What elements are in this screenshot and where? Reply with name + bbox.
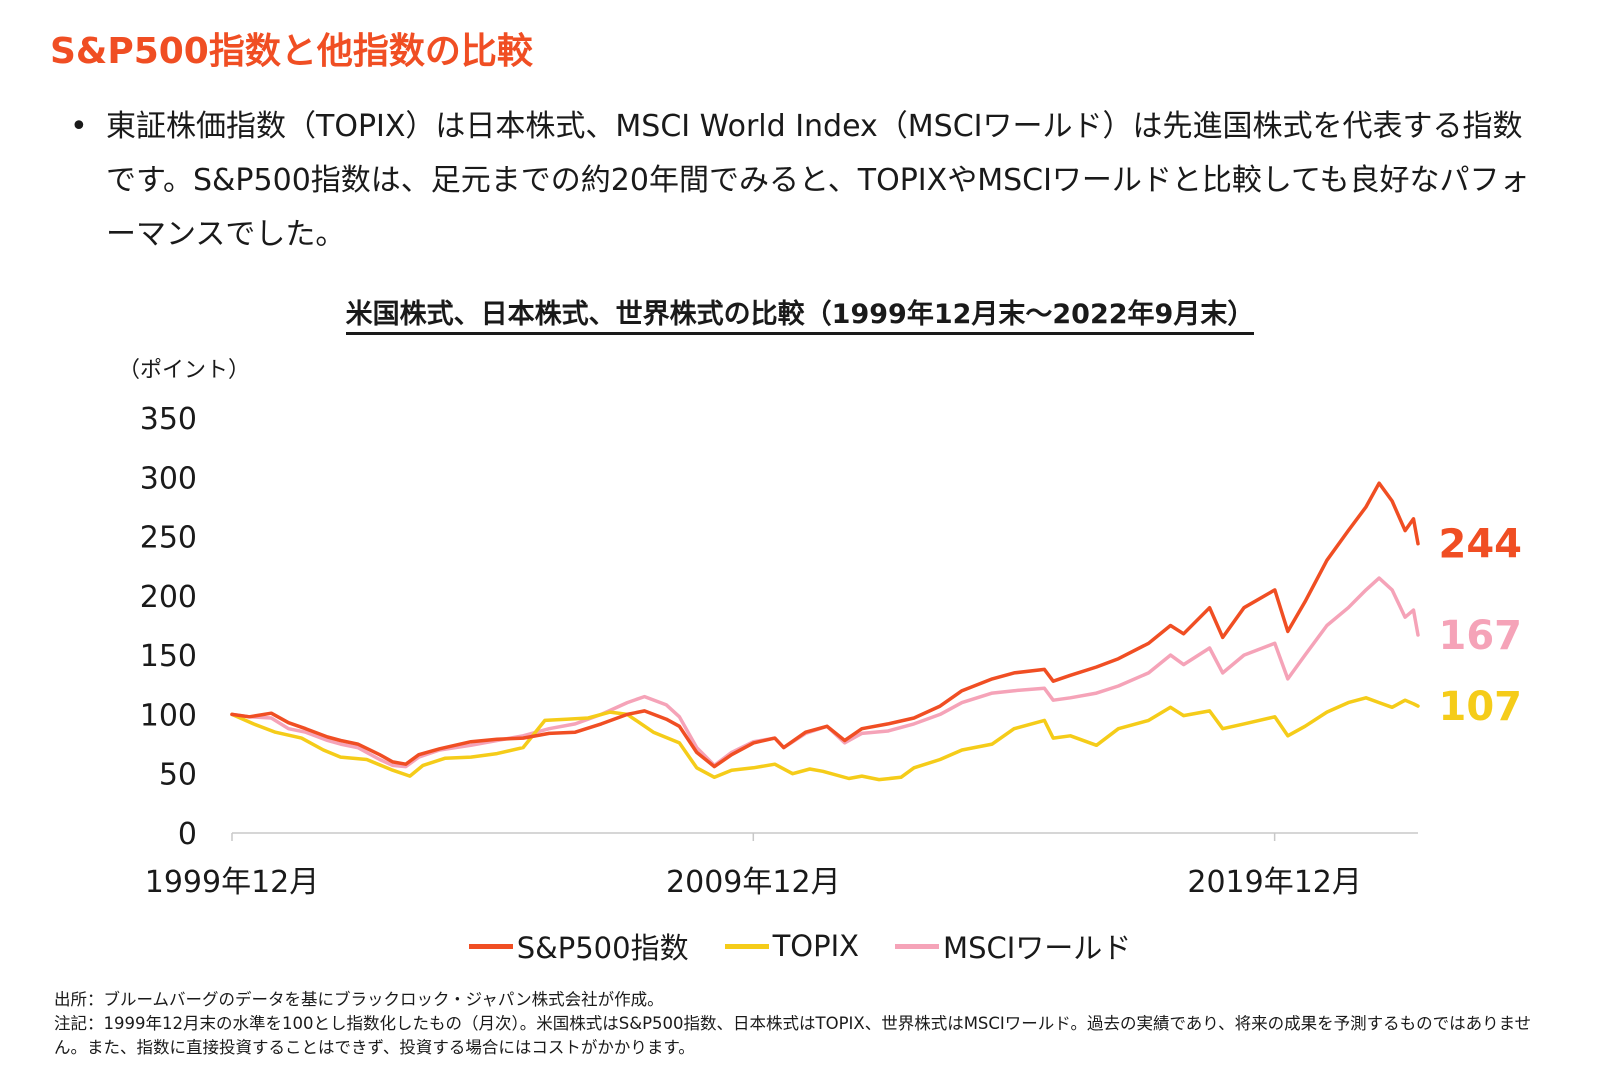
- bullet-marker: •: [70, 109, 88, 144]
- page-title: S&P500指数と他指数の比較: [50, 31, 533, 72]
- legend-label-sp500: S&P500指数: [516, 931, 689, 965]
- legend-swatch-topix: [724, 943, 769, 949]
- summary-text: 東証株価指数（TOPIX）は日本株式、MSCI World Index（MSCI…: [106, 109, 1530, 252]
- y-tick-label: 250: [140, 521, 197, 556]
- legend-swatch-msci: [895, 943, 940, 949]
- chart-title: 米国株式、日本株式、世界株式の比較（1999年12月末～2022年9月末）: [0, 292, 1600, 335]
- y-tick-label: 200: [140, 580, 197, 615]
- legend-item-sp500: S&P500指数: [468, 925, 689, 967]
- x-tick-label: 1999年12月: [145, 865, 320, 900]
- legend-label-topix: TOPIX: [772, 929, 860, 963]
- series-end-label-1: 107: [1439, 684, 1523, 730]
- y-tick-label: 50: [159, 758, 197, 793]
- annotation-note: 注記：1999年12月末の水準を100とし指数化したもの（月次）。米国株式はS&…: [54, 1014, 1532, 1057]
- y-tick-label: 350: [140, 402, 197, 437]
- source-note: 出所：ブルームバーグのデータを基にブラックロック・ジャパン株式会社が作成。: [54, 990, 664, 1009]
- series-line-2: [230, 576, 1420, 769]
- y-tick-label: 300: [140, 461, 197, 496]
- legend-label-msci: MSCIワールド: [943, 931, 1132, 965]
- legend-swatch-sp500: [468, 943, 513, 949]
- y-tick-label: 100: [140, 698, 197, 733]
- series-line-1: [230, 696, 1420, 782]
- series-end-label-0: 244: [1439, 522, 1523, 568]
- chart-legend: S&P500指数 TOPIX MSCIワールド: [0, 925, 1600, 967]
- y-tick-label: 0: [178, 817, 197, 852]
- series-end-label-2: 167: [1439, 613, 1523, 659]
- series-line-0: [230, 481, 1420, 769]
- y-tick-label: 150: [140, 639, 197, 674]
- x-tick-label: 2019年12月: [1187, 865, 1362, 900]
- legend-item-topix: TOPIX: [724, 925, 860, 967]
- legend-item-msci: MSCIワールド: [895, 925, 1131, 967]
- y-axis-unit-label: （ポイント）: [118, 358, 251, 383]
- footnotes: 出所：ブルームバーグのデータを基にブラックロック・ジャパン株式会社が作成。 注記…: [54, 988, 1544, 1060]
- summary-bullet: • 東証株価指数（TOPIX）は日本株式、MSCI World Index（MS…: [70, 100, 1530, 262]
- x-tick-label: 2009年12月: [666, 865, 841, 900]
